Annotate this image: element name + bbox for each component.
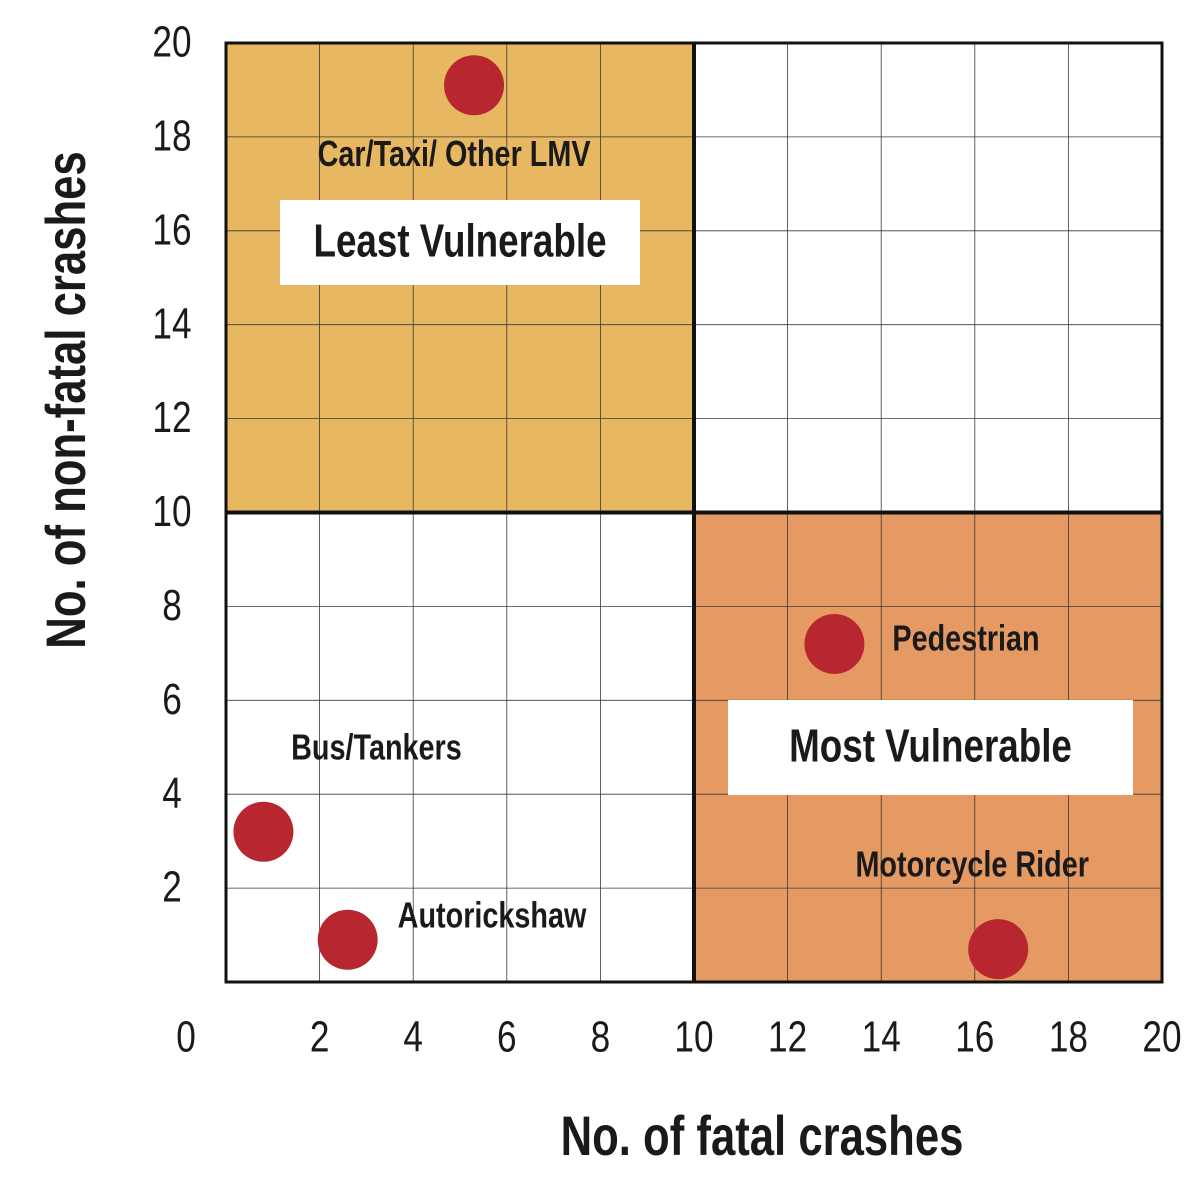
x-tick-label: 18 xyxy=(1049,1013,1088,1062)
x-axis-title: No. of fatal crashes xyxy=(561,1105,964,1167)
data-point xyxy=(317,909,378,970)
quadrant-label-box xyxy=(728,700,1133,795)
x-tick-label: 0 xyxy=(176,1013,196,1062)
y-tick-label: 12 xyxy=(152,394,191,443)
point-label: Motorcycle Rider xyxy=(855,844,1089,885)
data-point xyxy=(444,55,505,116)
y-tick-label: 6 xyxy=(162,675,182,724)
y-tick-label: 16 xyxy=(152,206,191,255)
x-tick-label: 14 xyxy=(862,1013,901,1062)
quadrant-label: Most Vulnerable xyxy=(789,720,1072,772)
y-tick-label: 14 xyxy=(152,300,191,349)
x-tick-label: 20 xyxy=(1142,1013,1181,1062)
y-tick-label: 4 xyxy=(162,769,182,818)
point-label: Bus/Tankers xyxy=(291,726,462,767)
quadrant-label: Least Vulnerable xyxy=(313,215,606,267)
y-tick-label: 10 xyxy=(152,487,191,536)
data-point xyxy=(968,919,1029,980)
x-tick-label: 10 xyxy=(674,1013,713,1062)
data-point xyxy=(233,801,294,862)
y-tick-label: 18 xyxy=(152,112,191,161)
x-tick-label: 16 xyxy=(955,1013,994,1062)
point-label: Pedestrian xyxy=(892,617,1039,658)
y-tick-label: 20 xyxy=(152,18,191,67)
x-tick-label: 4 xyxy=(403,1013,423,1062)
plot-frame xyxy=(224,41,1164,984)
y-tick-label: 2 xyxy=(162,863,182,912)
x-tick-label: 8 xyxy=(591,1013,611,1062)
point-label: Autorickshaw xyxy=(398,894,587,935)
x-tick-label: 12 xyxy=(768,1013,807,1062)
x-tick-label: 2 xyxy=(310,1013,330,1062)
y-tick-label: 8 xyxy=(162,581,182,630)
quadrant-label-box xyxy=(280,200,640,285)
data-point xyxy=(804,613,865,674)
x-tick-label: 6 xyxy=(497,1013,517,1062)
y-axis-title: No. of non-fatal crashes xyxy=(35,151,97,648)
point-label: Car/Taxi/ Other LMV xyxy=(318,133,591,174)
